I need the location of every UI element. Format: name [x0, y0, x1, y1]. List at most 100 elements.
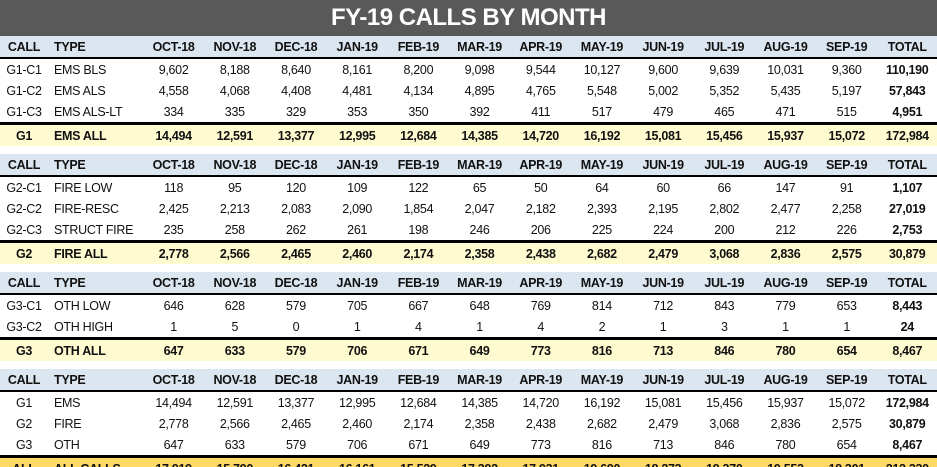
total-cell: 30,879 [877, 240, 937, 264]
call-cell: G1-C2 [6, 83, 42, 98]
month-cell: 14,720 [510, 122, 572, 146]
month-cell: 465 [714, 104, 735, 119]
month-cell: 5,435 [770, 83, 801, 98]
month-cell: 95 [228, 180, 242, 195]
month-cell: DEC-18 [265, 154, 327, 177]
month-cell: 14,385 [461, 395, 498, 410]
type-cell: OTH ALL [48, 337, 143, 361]
month-cell: 780 [775, 437, 796, 452]
month-cell: 15,937 [767, 395, 804, 410]
month-cell: 65 [472, 180, 487, 195]
total-cell: 4,951 [892, 104, 923, 119]
month-cell: 12,591 [216, 395, 254, 410]
month-cell: 769 [530, 298, 551, 313]
call-cell: G2 [15, 416, 33, 431]
type-cell: FIRE [54, 416, 82, 431]
month-cell: 4,481 [342, 83, 373, 98]
call-cell: G1-C1 [6, 62, 42, 77]
month-cell: MAY-19 [571, 36, 633, 59]
table-row: G2-C1 FIRE LOW 118 95 120 109 122 65 50 64 60 66 147… [0, 176, 937, 198]
month-cell: AUG-19 [754, 36, 817, 59]
month-cell: 2,460 [342, 416, 373, 431]
month-cell: JUN-19 [632, 36, 694, 59]
month-cell: 2,682 [571, 240, 633, 264]
month-cell: 15,072 [816, 122, 878, 146]
month-cell: 3 [720, 319, 728, 334]
call-cell: G1 [15, 395, 33, 410]
call-cell: ALL [0, 455, 48, 467]
month-cell: MAR-19 [448, 272, 511, 295]
month-cell: 773 [510, 337, 572, 361]
total-cell: 172,984 [877, 122, 937, 146]
month-cell: 147 [775, 180, 796, 195]
call-cell: CALL [0, 36, 48, 59]
month-cell: 16,161 [326, 455, 388, 467]
month-cell: 773 [530, 437, 551, 452]
header-row: CALL TYPE OCT-18 NOV-18 DEC-18 JAN-19 FEB-19 MA… [0, 272, 937, 295]
section-gap [0, 361, 937, 369]
total-cell: TOTAL [877, 369, 937, 392]
type-cell: TYPE [48, 272, 143, 295]
month-cell: 2,358 [464, 416, 495, 431]
month-cell: JUN-19 [632, 272, 694, 295]
month-cell: 633 [204, 337, 266, 361]
month-cell: 647 [143, 337, 205, 361]
month-cell: 2,438 [510, 240, 572, 264]
month-cell: MAR-19 [448, 369, 511, 392]
month-cell: 13,377 [277, 395, 315, 410]
month-cell: OCT-18 [143, 272, 205, 295]
month-cell: JAN-19 [326, 272, 388, 295]
month-cell: 4 [537, 319, 545, 334]
call-cell: CALL [0, 369, 48, 392]
month-cell: 4,134 [403, 83, 434, 98]
month-cell: 350 [408, 104, 429, 119]
month-cell: 3,068 [693, 240, 755, 264]
month-cell: 16,192 [571, 122, 633, 146]
month-cell: 18,301 [816, 455, 878, 467]
month-cell: 60 [656, 180, 670, 195]
month-cell: 392 [469, 104, 490, 119]
subtotal-row: G3 OTH ALL 647 633 579 706 671 649 773 816 713 846 7… [0, 337, 937, 361]
month-cell: 4 [415, 319, 422, 334]
month-cell: 5,548 [587, 83, 617, 98]
month-cell: 2,479 [648, 416, 678, 431]
month-cell: MAY-19 [571, 272, 633, 295]
total-cell: TOTAL [877, 272, 937, 295]
month-cell: 2,358 [448, 240, 511, 264]
header-row: CALL TYPE OCT-18 NOV-18 DEC-18 JAN-19 FEB-19 MA… [0, 154, 937, 177]
month-cell: 471 [775, 104, 796, 119]
month-cell: 120 [285, 180, 306, 195]
month-cell: 814 [591, 298, 612, 313]
month-cell: 14,720 [522, 395, 560, 410]
month-cell: SEP-19 [816, 154, 878, 177]
month-cell: 2,778 [158, 416, 189, 431]
month-cell: JUL-19 [693, 272, 755, 295]
month-cell: SEP-19 [816, 36, 878, 59]
type-cell: TYPE [48, 36, 143, 59]
month-cell: 14,494 [143, 122, 205, 146]
month-cell: 15,081 [632, 122, 694, 146]
month-cell: 628 [224, 298, 245, 313]
type-cell: STRUCT FIRE [54, 222, 134, 237]
month-cell: 2,465 [281, 416, 311, 431]
type-cell: TYPE [48, 154, 143, 177]
total-cell: 110,190 [886, 62, 929, 77]
month-cell: AUG-19 [754, 272, 817, 295]
month-cell: 515 [836, 104, 857, 119]
month-cell: 2,479 [632, 240, 694, 264]
month-cell: 91 [840, 180, 854, 195]
total-cell: 24 [900, 319, 915, 334]
month-cell: 712 [653, 298, 674, 313]
month-cell: APR-19 [510, 369, 572, 392]
month-cell: SEP-19 [816, 272, 878, 295]
month-cell: 649 [448, 337, 511, 361]
call-cell: CALL [0, 272, 48, 295]
month-cell: 1 [843, 319, 850, 334]
month-cell: 2 [598, 319, 606, 334]
month-cell: DEC-18 [265, 36, 327, 59]
month-cell: FEB-19 [387, 272, 449, 295]
month-cell: FEB-19 [387, 369, 449, 392]
grand-total-row: ALLALL CALLS17,91915,79016,42116,16115,5… [0, 455, 937, 467]
month-cell: DEC-18 [265, 369, 327, 392]
month-cell: 16,421 [265, 455, 327, 467]
